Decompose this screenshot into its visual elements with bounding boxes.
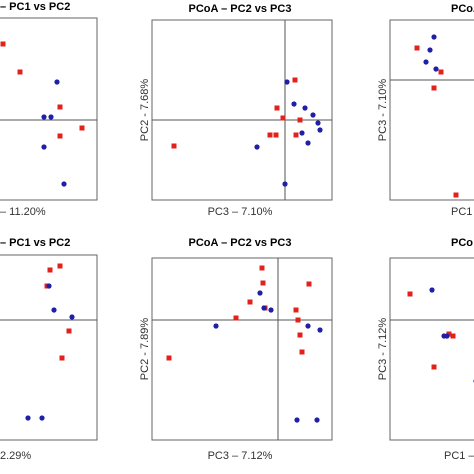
plot-frame — [0, 17, 98, 201]
plot-frame — [389, 257, 474, 441]
point — [294, 417, 300, 423]
point — [293, 132, 299, 138]
point — [273, 132, 279, 138]
point — [431, 85, 437, 91]
point — [292, 77, 298, 83]
point — [282, 181, 288, 187]
point — [51, 307, 57, 313]
point — [274, 105, 280, 111]
point — [305, 323, 311, 329]
point — [66, 328, 72, 334]
x-axis-label: – 11.20% — [0, 206, 46, 218]
point — [267, 132, 273, 138]
point — [407, 291, 413, 297]
point — [280, 115, 286, 121]
point — [293, 307, 299, 313]
point — [17, 69, 23, 75]
point — [429, 287, 435, 293]
plot-frame — [389, 19, 474, 201]
chart-title: PCoA – PC2 vs PC3 — [189, 237, 292, 249]
point — [295, 317, 301, 323]
point — [25, 415, 31, 421]
point — [317, 327, 323, 333]
point — [48, 114, 54, 120]
point — [315, 120, 321, 126]
point — [247, 299, 253, 305]
point — [453, 192, 459, 198]
point — [39, 415, 45, 421]
y-axis-label: PC3 - 7.12% — [377, 318, 389, 381]
point — [54, 79, 60, 85]
point — [446, 331, 452, 337]
chart-title: PCoA – PC2 vs PC3 — [189, 3, 292, 15]
point — [314, 417, 320, 423]
x-axis-label: PC3 – 7.12% — [208, 450, 273, 462]
point — [47, 267, 53, 273]
point — [261, 305, 267, 311]
point — [57, 263, 63, 269]
y-axis-label: PC2 - 7.68% — [139, 79, 151, 142]
point — [310, 112, 316, 118]
point — [254, 144, 260, 150]
point — [79, 125, 85, 131]
point — [0, 41, 6, 47]
point — [257, 290, 263, 296]
point — [291, 101, 297, 107]
plot-frame — [0, 254, 98, 441]
point — [305, 140, 311, 146]
plot-frame — [151, 19, 333, 201]
point — [431, 34, 437, 40]
point — [213, 323, 219, 329]
x-axis-label: PC1 – — [444, 450, 474, 462]
point — [41, 114, 47, 120]
y-axis-label: PC3 - 7.10% — [377, 79, 389, 142]
chart-title: – PC1 vs PC2 — [0, 237, 70, 249]
point — [431, 364, 437, 370]
point — [260, 280, 266, 286]
point — [233, 315, 239, 321]
point — [166, 355, 172, 361]
x-axis-label: PC1 — [451, 206, 472, 218]
point — [299, 349, 305, 355]
point — [299, 130, 305, 136]
point — [57, 133, 63, 139]
point — [171, 143, 177, 149]
point — [268, 307, 274, 313]
point — [259, 265, 265, 271]
point — [302, 105, 308, 111]
point — [427, 47, 433, 53]
point — [438, 69, 444, 75]
x-axis-label: PC3 – 7.10% — [208, 206, 273, 218]
x-axis-label: 2.29% — [0, 450, 31, 462]
point — [46, 283, 52, 289]
chart-title: PCo — [451, 237, 473, 249]
point — [317, 127, 323, 133]
point — [423, 59, 429, 65]
plot-frame — [151, 257, 333, 441]
point — [297, 117, 303, 123]
point — [441, 333, 447, 339]
point — [41, 144, 47, 150]
point — [284, 79, 290, 85]
chart-title: PCoA — [451, 3, 474, 15]
point — [414, 45, 420, 51]
point — [306, 281, 312, 287]
point — [59, 355, 65, 361]
point — [433, 66, 439, 72]
point — [450, 333, 456, 339]
point — [297, 332, 303, 338]
point — [69, 314, 75, 320]
chart-title: – PC1 vs PC2 — [0, 1, 70, 13]
point — [61, 181, 67, 187]
point — [57, 104, 63, 110]
y-axis-label: PC2 - 7.89% — [139, 318, 151, 381]
